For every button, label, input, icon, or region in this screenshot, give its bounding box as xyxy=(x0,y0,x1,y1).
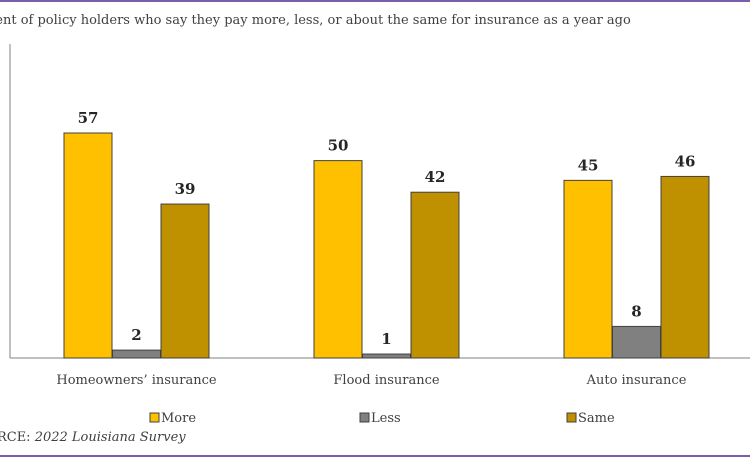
chart-subtitle: cent of policy holders who say they pay … xyxy=(0,13,631,28)
legend-label-more: More xyxy=(161,411,196,426)
source-name: 2022 Louisiana Survey xyxy=(34,430,186,445)
category-label: Auto insurance xyxy=(586,373,687,388)
bar-less xyxy=(362,353,411,359)
legend-swatch-more xyxy=(149,412,160,423)
legend-label-less: Less xyxy=(371,411,401,426)
data-label-same: 46 xyxy=(675,152,696,170)
data-label-more: 50 xyxy=(328,137,349,155)
legend-swatch-same xyxy=(566,412,577,423)
bar-same xyxy=(660,175,710,359)
legend-swatch-less xyxy=(359,412,370,423)
bar-more xyxy=(563,179,613,359)
category-labels-group: Homeowners’ insurance Flood insurance Auto… xyxy=(56,373,686,388)
bar-same xyxy=(160,203,210,359)
legend-label-same: Same xyxy=(578,411,615,426)
bar-more xyxy=(313,160,363,359)
bar-more xyxy=(63,132,113,359)
bar-less xyxy=(112,349,161,359)
data-label-less: 1 xyxy=(381,330,391,348)
data-labels-group: 57 2 39 50 1 42 45 8 46 xyxy=(78,109,696,348)
category-label: Homeowners’ insurance xyxy=(56,373,217,388)
data-label-less: 2 xyxy=(131,326,141,344)
bars-group xyxy=(63,132,710,359)
legend: More Less Same xyxy=(149,411,615,426)
bottom-rule xyxy=(0,455,750,457)
data-label-more: 57 xyxy=(78,109,99,127)
source-note: URCE: 2022 Louisiana Survey xyxy=(0,430,186,445)
data-label-less: 8 xyxy=(631,302,641,320)
data-label-more: 45 xyxy=(578,156,599,174)
data-label-same: 39 xyxy=(175,180,196,198)
data-label-same: 42 xyxy=(425,168,446,186)
source-prefix: URCE: xyxy=(0,430,31,445)
top-rule xyxy=(0,0,750,2)
category-label: Flood insurance xyxy=(333,373,439,388)
bar-same xyxy=(410,191,460,359)
bar-less xyxy=(612,325,661,359)
